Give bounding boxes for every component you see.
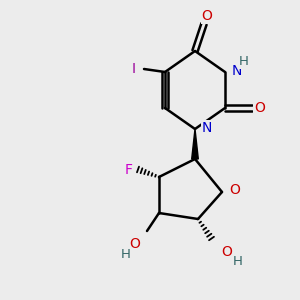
Text: N: N [202, 121, 212, 134]
Text: O: O [230, 184, 240, 197]
Text: O: O [221, 245, 232, 259]
Text: O: O [254, 101, 265, 115]
Text: O: O [202, 10, 212, 23]
Polygon shape [192, 129, 198, 159]
Text: H: H [121, 248, 131, 262]
Text: N: N [232, 64, 242, 77]
Text: F: F [125, 163, 133, 176]
Text: H: H [233, 255, 242, 268]
Text: O: O [130, 238, 140, 251]
Text: H: H [239, 55, 248, 68]
Text: I: I [131, 62, 136, 76]
